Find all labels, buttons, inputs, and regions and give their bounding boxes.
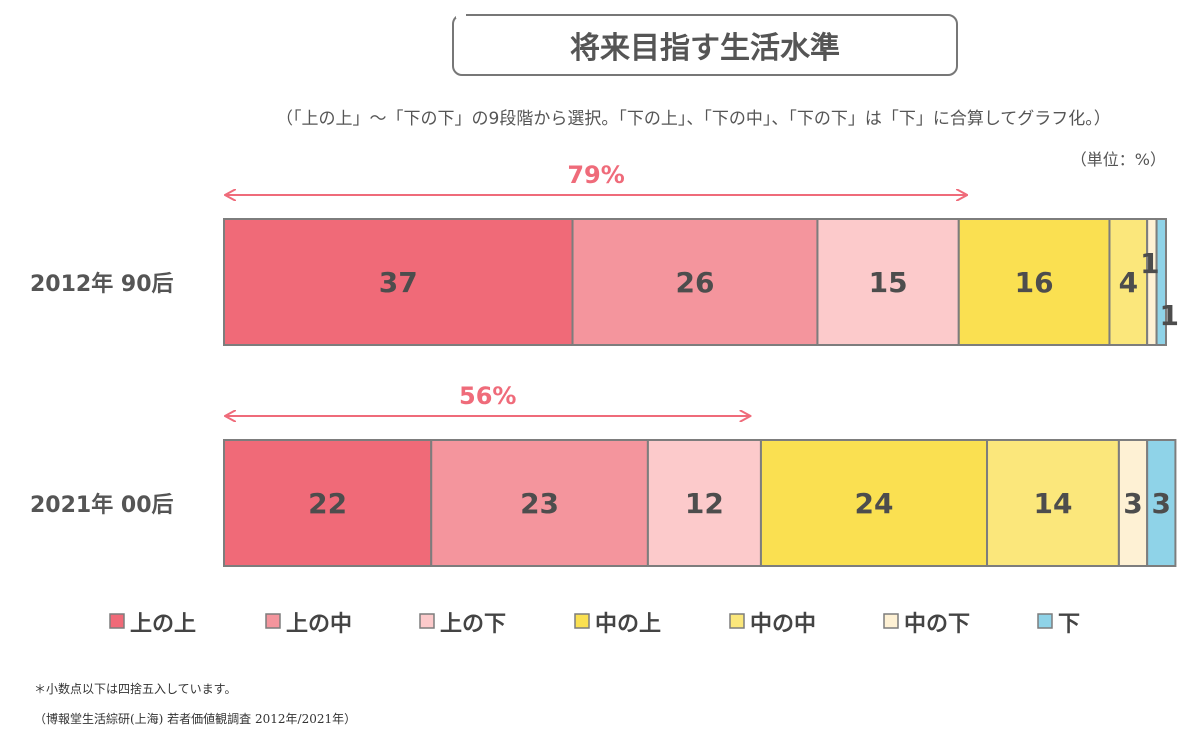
- category-label: 2012年 90后: [30, 271, 174, 297]
- data-label: 1: [1140, 247, 1159, 280]
- bar-segment: [1108, 218, 1149, 346]
- footnote-rounding: ＊小数点以下は四捨五入しています。: [34, 682, 237, 696]
- bar-segment: [223, 218, 574, 346]
- chart-title-box: 将来目指す生活水準: [452, 14, 958, 76]
- legend-label: 上の中: [286, 612, 352, 637]
- legend-swatch: [1037, 613, 1053, 629]
- data-label: 22: [308, 487, 347, 520]
- bar-segment: [1155, 218, 1167, 346]
- legend-swatch: [419, 613, 435, 629]
- legend-swatch: [265, 613, 281, 629]
- legend-label: 中の下: [904, 612, 970, 637]
- legend-label: 上の上: [130, 612, 196, 637]
- data-label: 24: [854, 487, 893, 520]
- legend-swatch: [109, 613, 125, 629]
- legend-label: 中の中: [750, 612, 816, 637]
- bar-segment: [1117, 439, 1149, 567]
- title-box-tick: [456, 10, 466, 18]
- bar-segment: [957, 218, 1111, 346]
- data-label: 3: [1123, 487, 1142, 520]
- data-label: 1: [1160, 299, 1179, 332]
- legend-label: 下: [1058, 612, 1080, 637]
- data-label: 23: [520, 487, 559, 520]
- chart-note: （「上の上」～「下の下」の9段階から選択。「下の上」、「下の中」、「下の下」は「…: [276, 109, 1111, 129]
- data-label: 15: [869, 266, 908, 299]
- bar-segment: [571, 218, 819, 346]
- data-label: 14: [1033, 487, 1072, 520]
- bar-segment: [1146, 218, 1158, 346]
- annotation-label: 56%: [459, 382, 516, 410]
- data-label: 4: [1119, 266, 1138, 299]
- data-label: 12: [685, 487, 724, 520]
- bar-segment: [1146, 439, 1177, 567]
- bar-segment: [430, 439, 649, 567]
- chart-title: 将来目指す生活水準: [570, 31, 840, 66]
- data-label: 37: [379, 266, 418, 299]
- data-label: 26: [676, 266, 715, 299]
- bar-segment: [759, 439, 989, 567]
- legend-label: 上の下: [440, 612, 506, 637]
- annotation-label: 79%: [567, 161, 624, 189]
- legend-swatch: [574, 613, 590, 629]
- unit-label: （単位：%）: [1070, 150, 1166, 169]
- data-label: 16: [1015, 266, 1054, 299]
- category-label: 2021年 00后: [30, 492, 174, 518]
- footnote-source: （博報堂生活綜研(上海) 若者価値観調査 2012年/2021年）: [34, 712, 357, 726]
- legend-label: 中の上: [595, 612, 661, 637]
- legend-swatch: [883, 613, 899, 629]
- data-label: 3: [1152, 487, 1171, 520]
- legend-swatch: [729, 613, 745, 629]
